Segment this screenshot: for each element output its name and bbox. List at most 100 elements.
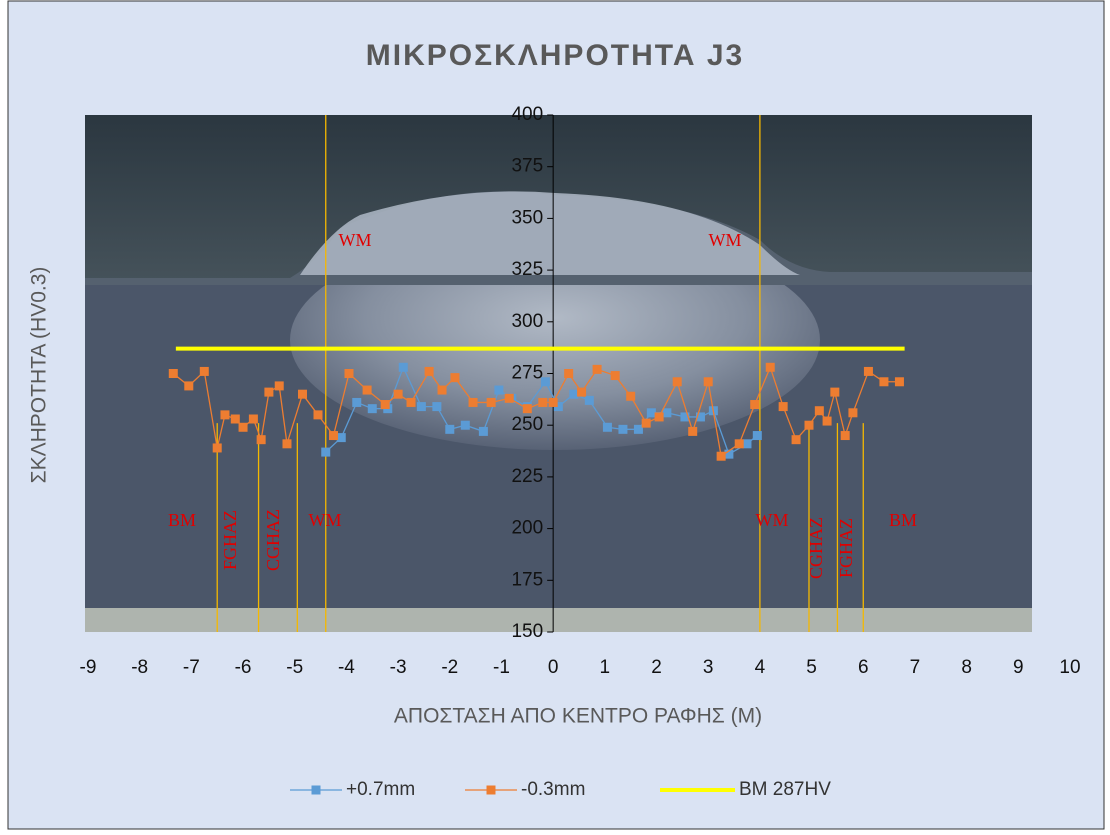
data-point [329, 431, 338, 440]
data-point [895, 377, 904, 386]
data-point [750, 400, 759, 409]
data-point [642, 419, 651, 428]
data-point [438, 386, 447, 395]
zone-annotation: CGHAZ [806, 517, 826, 579]
y-axis-label: ΣΚΛΗΡΟΤΗΤΑ (HV0.3) [28, 267, 51, 484]
data-point [704, 377, 713, 386]
data-point [275, 381, 284, 390]
data-point [381, 400, 390, 409]
x-tick-label: 2 [651, 657, 662, 678]
y-tick-label: 150 [511, 621, 543, 642]
x-tick-label: 1 [600, 657, 611, 678]
data-point [792, 435, 801, 444]
x-tick-label: -7 [183, 657, 200, 678]
data-point [688, 427, 697, 436]
data-point [345, 369, 354, 378]
data-point [479, 427, 488, 436]
x-tick-label: -3 [390, 657, 407, 678]
data-point [169, 369, 178, 378]
x-tick-label: 9 [1013, 657, 1024, 678]
data-point [352, 398, 361, 407]
data-point [487, 398, 496, 407]
y-tick-label: 400 [511, 104, 543, 125]
y-tick-label: 250 [511, 414, 543, 435]
data-point [585, 396, 594, 405]
x-tick-label: 10 [1059, 657, 1080, 678]
data-point [564, 369, 573, 378]
data-point [523, 404, 532, 413]
data-point [611, 371, 620, 380]
x-tick-label: 3 [703, 657, 714, 678]
data-point [445, 425, 454, 434]
data-point [634, 425, 643, 434]
data-point [841, 431, 850, 440]
data-point [407, 398, 416, 407]
x-tick-label: -8 [131, 657, 148, 678]
data-point [804, 421, 813, 430]
legend-marker [312, 786, 321, 795]
y-tick-label: 275 [511, 363, 543, 384]
zone-annotation: FGHAZ [836, 518, 856, 578]
x-tick-label: -5 [286, 657, 303, 678]
y-tick-label: 325 [511, 259, 543, 280]
data-point [220, 410, 229, 419]
data-point [673, 377, 682, 386]
data-point [766, 363, 775, 372]
data-point [432, 402, 441, 411]
data-point [239, 423, 248, 432]
x-tick-label: 8 [961, 657, 972, 678]
data-point [618, 425, 627, 434]
x-axis-label: ΑΠΟΣΤΑΣΗ ΑΠΟ ΚΕΝΤΡΟ ΡΑΦΗΣ (M) [394, 705, 762, 728]
zone-annotation: CGHAZ [263, 509, 283, 571]
y-tick-label: 350 [511, 207, 543, 228]
data-point [823, 417, 832, 426]
data-point [450, 373, 459, 382]
x-tick-label: 4 [755, 657, 766, 678]
data-point [321, 448, 330, 457]
data-point [461, 421, 470, 430]
zone-annotation: WM [339, 230, 372, 250]
zone-annotation: FGHAZ [220, 510, 240, 570]
data-point [249, 414, 258, 423]
data-point [593, 365, 602, 374]
zone-annotation: WM [756, 510, 789, 530]
data-point [864, 367, 873, 376]
data-point [257, 435, 266, 444]
data-point [879, 377, 888, 386]
data-point [549, 398, 558, 407]
data-point [264, 388, 273, 397]
data-point [647, 408, 656, 417]
x-tick-label: 0 [548, 657, 559, 678]
data-point [742, 439, 751, 448]
data-point [577, 388, 586, 397]
data-point [626, 392, 635, 401]
data-point [662, 408, 671, 417]
x-tick-label: 7 [910, 657, 921, 678]
data-point [848, 408, 857, 417]
x-tick-label: -2 [441, 657, 458, 678]
legend-marker [487, 786, 496, 795]
zone-annotation: BM [168, 510, 196, 530]
y-tick-label: 300 [511, 311, 543, 332]
data-point [231, 414, 240, 423]
data-point [469, 398, 478, 407]
x-tick-label: -6 [235, 657, 252, 678]
data-point [363, 386, 372, 395]
y-tick-label: 175 [511, 569, 543, 590]
data-point [538, 398, 547, 407]
legend-label: -0.3mm [521, 779, 585, 800]
x-tick-label: 5 [806, 657, 817, 678]
zone-annotation: WM [309, 510, 342, 530]
y-tick-label: 375 [511, 156, 543, 177]
data-point [313, 410, 322, 419]
data-point [505, 394, 514, 403]
data-point [655, 412, 664, 421]
legend-label: BM 287HV [739, 779, 831, 800]
data-point [753, 431, 762, 440]
data-point [735, 439, 744, 448]
data-point [282, 439, 291, 448]
chart: ΜΙΚΡΟΣΚΛΗΡΟΤΗΤΑ J3 ΣΚΛΗΡΟΤΗΤΑ (HV0.3) ΑΠ… [0, 0, 1110, 830]
x-tick-label: -4 [338, 657, 355, 678]
legend-label: +0.7mm [346, 779, 415, 800]
data-point [541, 377, 550, 386]
